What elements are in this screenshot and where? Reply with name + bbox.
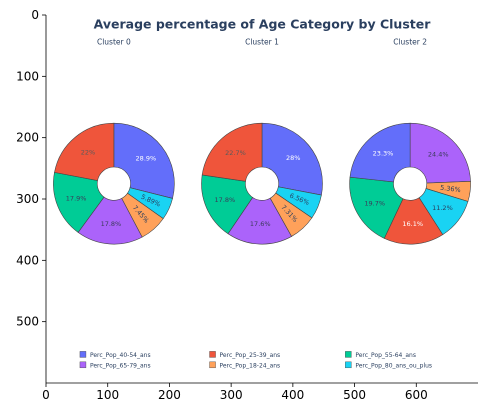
x-tick-label: 200	[158, 388, 181, 402]
legend-label: Perc_Pop_65-79_ans	[90, 362, 151, 369]
legend-swatch	[209, 361, 216, 369]
legend-label: Perc_Pop_25-39_ans	[220, 352, 281, 359]
x-tick-label: 0	[42, 388, 50, 402]
pie-slice	[409, 122, 471, 184]
slice-label: 28.9%	[136, 155, 157, 163]
pie-slice	[53, 172, 105, 233]
legend-swatch	[79, 351, 87, 358]
pie-slice	[349, 176, 404, 239]
pie-slice	[201, 122, 263, 182]
pie-slice	[54, 122, 115, 181]
pie-slice	[227, 197, 292, 245]
legend-item: Perc_Pop_65-79_ans	[79, 361, 151, 369]
legend-item: Perc_Pop_18-24_ans	[209, 361, 281, 369]
chart-title: Average percentage of Age Category by Cl…	[94, 16, 432, 31]
pie-slice	[261, 122, 323, 196]
slice-label: 17.6%	[250, 220, 271, 228]
legend: Perc_Pop_40-54_ans Perc_Pop_65-79_ans Perc…	[79, 351, 432, 369]
x-tick-label: 600	[405, 388, 428, 402]
pie-title: Cluster 0	[97, 37, 131, 46]
slice-label: 5.36%	[440, 184, 462, 195]
legend-label: Perc_Pop_80_ans_ou_plus	[355, 362, 432, 369]
legend-swatch	[209, 351, 216, 358]
pie-1: Cluster 028.9%5.89%7.45%17.8%17.9%22%	[53, 37, 175, 245]
legend-swatch	[79, 361, 87, 369]
legend-label: Perc_Pop_55-64_ans	[355, 352, 416, 359]
slice-label: 17.8%	[101, 220, 122, 228]
slice-label: 17.8%	[215, 196, 236, 204]
axes: 0 100 200 300 400 500 600 0 100 200 300 400 500	[16, 8, 478, 402]
slice-label: 16.1%	[402, 220, 423, 228]
y-tick-label: 200	[16, 131, 39, 145]
slice-label: 11.2%	[432, 204, 453, 212]
x-tick-label: 400	[281, 388, 304, 402]
pie-3: Cluster 2 24.4% 5.36% 11.2% 16.1% 19.7% 23.3%	[349, 37, 471, 245]
legend-item: Perc_Pop_80_ans_ou_plus	[345, 361, 432, 369]
slice-label: 28%	[286, 154, 300, 162]
pie-slice	[77, 196, 143, 245]
y-tick-label: 300	[16, 192, 39, 206]
legend-item: Perc_Pop_55-64_ans	[345, 351, 416, 359]
x-tick-label: 100	[96, 388, 119, 402]
y-tick-label: 0	[31, 8, 39, 22]
x-tick-label: 300	[220, 388, 243, 402]
slice-label: 22.7%	[225, 149, 246, 157]
pie-2: Cluster 128%6.56%7.31%17.6%17.8%22.7%	[201, 37, 323, 245]
legend-item: Perc_Pop_40-54_ans	[79, 351, 151, 359]
legend-swatch	[345, 361, 352, 369]
legend-label: Perc_Pop_40-54_ans	[90, 352, 151, 359]
y-tick-label: 400	[16, 253, 39, 267]
slice-label: 17.9%	[66, 195, 87, 203]
legend-item: Perc_Pop_25-39_ans	[209, 351, 281, 359]
pie-slice	[201, 174, 254, 235]
pie-slice	[349, 122, 411, 183]
plot-area: Average percentage of Age Category by Cl…	[53, 16, 471, 369]
slice-label: 19.7%	[364, 200, 385, 208]
pie-title: Cluster 2	[393, 37, 427, 46]
slice-label: 24.4%	[428, 150, 449, 158]
y-tick-label: 100	[16, 69, 39, 83]
pie-slice	[383, 197, 444, 245]
slice-label: 22%	[81, 148, 95, 156]
pie-title: Cluster 1	[245, 37, 279, 46]
pie-slice	[113, 122, 175, 199]
legend-label: Perc_Pop_18-24_ans	[220, 362, 281, 369]
y-tick-label: 500	[16, 315, 39, 329]
x-tick-label: 500	[343, 388, 366, 402]
legend-swatch	[345, 351, 352, 358]
slice-label: 23.3%	[373, 149, 394, 157]
